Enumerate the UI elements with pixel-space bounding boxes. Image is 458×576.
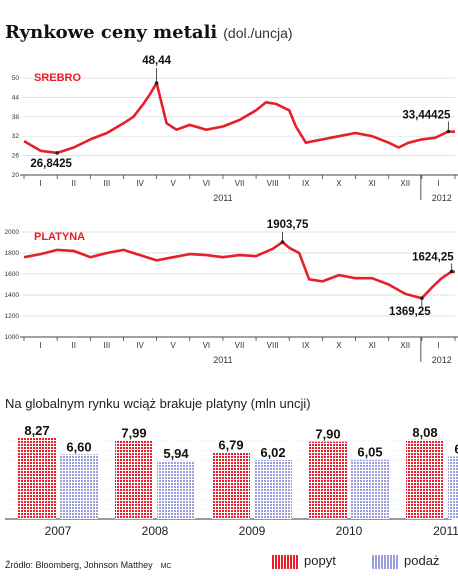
title-text: Rynkowe ceny metali: [5, 22, 218, 43]
year-label: 2011: [213, 355, 232, 365]
demand-value: 7,90: [315, 427, 340, 442]
x-tick-label: I: [437, 341, 439, 350]
x-tick-label: VIII: [267, 341, 279, 350]
supply-bar: [60, 454, 98, 519]
legend-demand-label: popyt: [304, 553, 336, 568]
series-title: PLATYNA: [34, 231, 85, 243]
value-label: 48,44: [142, 55, 171, 67]
demand-bar: [18, 437, 56, 519]
supply-value: 6,39: [454, 441, 458, 456]
x-tick-label: I: [39, 179, 41, 188]
legend-supply: podaż: [372, 553, 439, 569]
x-tick-label: XII: [400, 341, 410, 350]
y-tick-label: 1200: [5, 313, 20, 320]
x-tick-label: VII: [235, 179, 245, 188]
supply-bar: [157, 460, 195, 519]
demand-bar: [309, 441, 347, 519]
y-tick-label: 2000: [5, 229, 20, 236]
x-tick-label: XII: [400, 179, 410, 188]
demand-value: 7,99: [121, 426, 146, 441]
x-tick-label: VI: [203, 341, 211, 350]
value-marker: [55, 151, 59, 155]
year-label: 2011: [213, 193, 232, 203]
value-label: 1903,75: [267, 219, 309, 231]
x-tick-label: XI: [368, 341, 376, 350]
y-tick-label: 1600: [5, 271, 20, 278]
x-tick-label: VIII: [267, 179, 279, 188]
supply-bar: [448, 456, 458, 519]
x-tick-label: IV: [136, 341, 144, 350]
y-tick-label: 44: [12, 94, 20, 101]
value-label: 1369,25: [389, 306, 431, 318]
supply-bar: [351, 459, 389, 519]
legend-demand: popyt: [272, 553, 336, 569]
x-tick-label: XI: [368, 179, 376, 188]
y-tick-label: 20: [12, 172, 20, 179]
x-tick-label: V: [171, 341, 177, 350]
value-label: 26,8425: [30, 158, 72, 170]
value-label: 1624,25: [412, 251, 454, 263]
x-tick-label: X: [336, 179, 342, 188]
supply-value: 5,94: [163, 446, 189, 461]
y-tick-label: 32: [12, 133, 20, 140]
x-tick-label: X: [336, 341, 342, 350]
supply-bar: [254, 460, 292, 519]
demand-value: 8,08: [412, 425, 437, 440]
demand-value: 8,27: [24, 423, 49, 438]
x-tick-label: VII: [235, 341, 245, 350]
category-label: 2011: [433, 524, 458, 538]
demand-value: 6,79: [218, 437, 243, 452]
x-tick-label: II: [72, 341, 76, 350]
price-line: [23, 240, 456, 300]
source-note: Źródło: Bloomberg, Johnson Matthey MC: [5, 560, 171, 570]
year-label: 2012: [432, 193, 452, 203]
supply-value: 6,60: [66, 439, 91, 454]
x-tick-label: IX: [302, 179, 310, 188]
y-tick-label: 1000: [5, 334, 20, 341]
x-tick-label: IV: [136, 179, 144, 188]
x-tick-label: V: [171, 179, 177, 188]
category-label: 2009: [239, 524, 266, 538]
supply-value: 6,05: [357, 445, 382, 460]
category-label: 2007: [45, 524, 72, 538]
x-tick-label: III: [104, 341, 111, 350]
x-tick-label: VI: [203, 179, 211, 188]
demand-bar: [406, 439, 444, 519]
x-tick-label: II: [72, 179, 76, 188]
legend-supply-swatch: [372, 554, 398, 569]
legend-supply-label: podaż: [404, 553, 440, 568]
y-tick-label: 38: [12, 114, 20, 121]
x-tick-label: I: [437, 179, 439, 188]
bar-section-title: Na globalnym rynku wciąż brakuje platyny…: [5, 396, 311, 411]
category-label: 2010: [336, 524, 363, 538]
credit-text: MC: [160, 563, 172, 570]
demand-bar: [115, 440, 153, 519]
price-line: [23, 81, 456, 155]
supply-value: 6,02: [260, 445, 285, 460]
platinum-balance-chart: 8,27 6,60 2007 7,99 5,94 2008 6,79 6,02 2009 7,90…: [5, 423, 458, 538]
chart-title: Rynkowe ceny metali (dol./uncja): [5, 22, 293, 43]
demand-bar: [212, 452, 250, 519]
title-unit: (dol./uncja): [223, 25, 293, 41]
x-tick-label: IX: [302, 341, 310, 350]
y-tick-label: 50: [12, 75, 20, 82]
y-tick-label: 1800: [5, 250, 20, 257]
x-tick-label: I: [39, 341, 41, 350]
value-label: 33,44425: [402, 110, 451, 122]
y-tick-label: 26: [12, 153, 20, 160]
source-text: Źródło: Bloomberg, Johnson Matthey: [5, 560, 153, 570]
category-label: 2008: [142, 524, 169, 538]
y-tick-label: 1400: [5, 292, 20, 299]
year-label: 2012: [432, 355, 452, 365]
x-tick-label: III: [104, 179, 111, 188]
series-title: SREBRO: [34, 72, 82, 84]
legend-demand-swatch: [272, 554, 298, 569]
